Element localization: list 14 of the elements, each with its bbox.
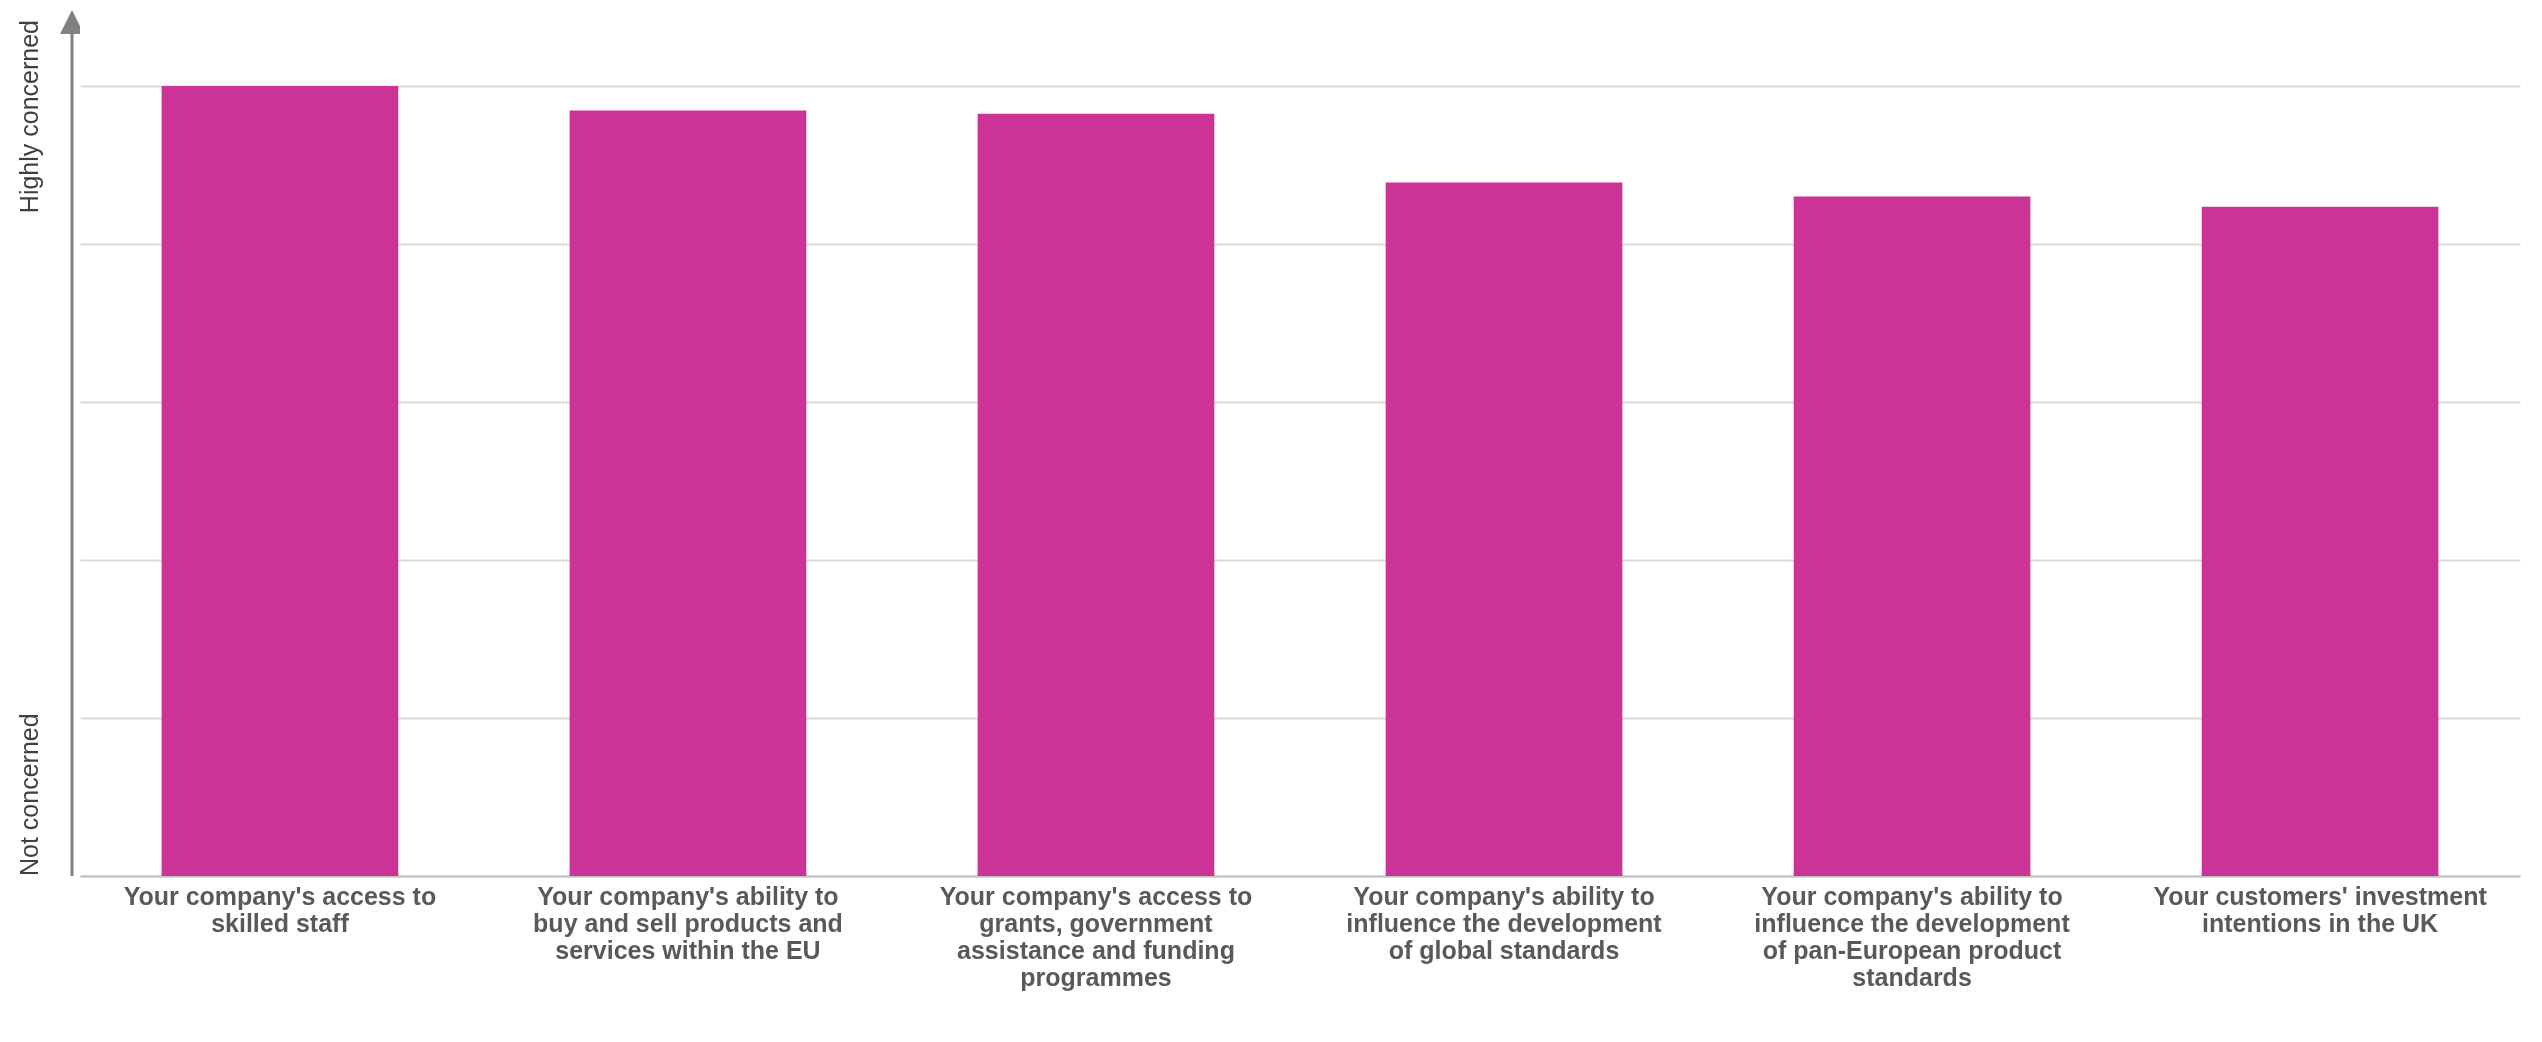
text: Highly concerned [15,20,43,214]
x-tick-label: Your customers' investment intentions in the UK [2153,881,2488,937]
x-tick-label: Your company's ability to influence the development of global standards [1346,881,1663,964]
x-tick-label: Your company's access to grants, government assistance and funding programmes [939,881,1253,991]
bar [1385,182,1623,876]
text: Not concerned [15,713,43,876]
bar [2201,206,2439,876]
x-tick-label: Your company's ability to influence the development of pan-European product standards [1754,881,2071,991]
x-tick-label: Your company's access to skilled staff [123,881,437,937]
bar [977,113,1215,876]
bar [1793,196,2031,876]
bar [569,110,807,876]
bar [161,86,399,876]
x-tick-label: Your company's ability to buy and sell products and services within the EU [533,881,843,964]
